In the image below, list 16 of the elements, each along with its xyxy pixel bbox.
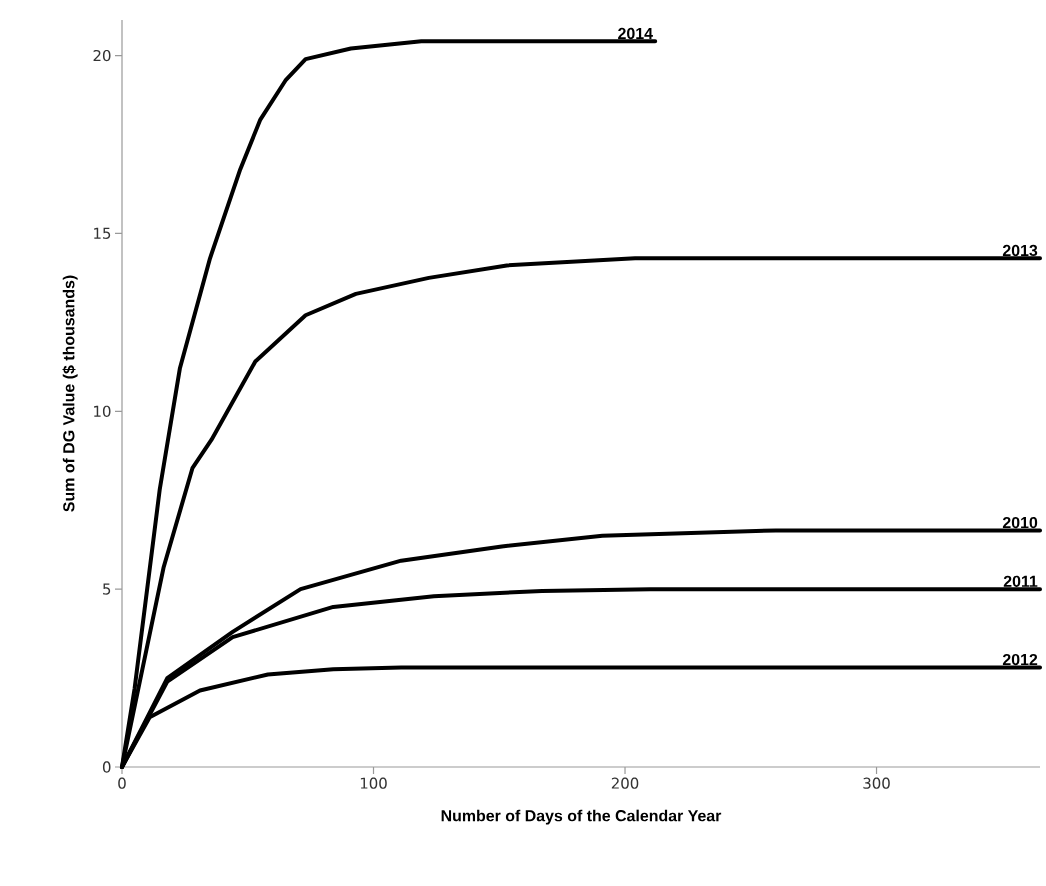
series-label: 2014 <box>618 27 653 40</box>
x-tick-label: 100 <box>360 777 387 789</box>
x-tick-label: 200 <box>611 777 639 789</box>
series-label: 2012 <box>1002 653 1038 666</box>
y-tick-label: 5 <box>103 583 111 595</box>
y-tick-label: 10 <box>94 405 111 417</box>
series-label: 2011 <box>1003 575 1038 587</box>
y-tick-label: 20 <box>93 49 111 62</box>
x-axis-title: Number of Days of the Calendar Year <box>441 809 722 825</box>
y-tick-label: 0 <box>102 761 111 773</box>
x-tick-label: 300 <box>863 777 890 789</box>
y-tick-label: 15 <box>94 227 111 239</box>
series-label: 2010 <box>1002 516 1038 529</box>
y-axis-title: Sum of DG Value ($ thousands) <box>62 275 78 512</box>
x-tick-label: 0 <box>118 777 126 789</box>
series-label: 2013 <box>1002 244 1038 257</box>
